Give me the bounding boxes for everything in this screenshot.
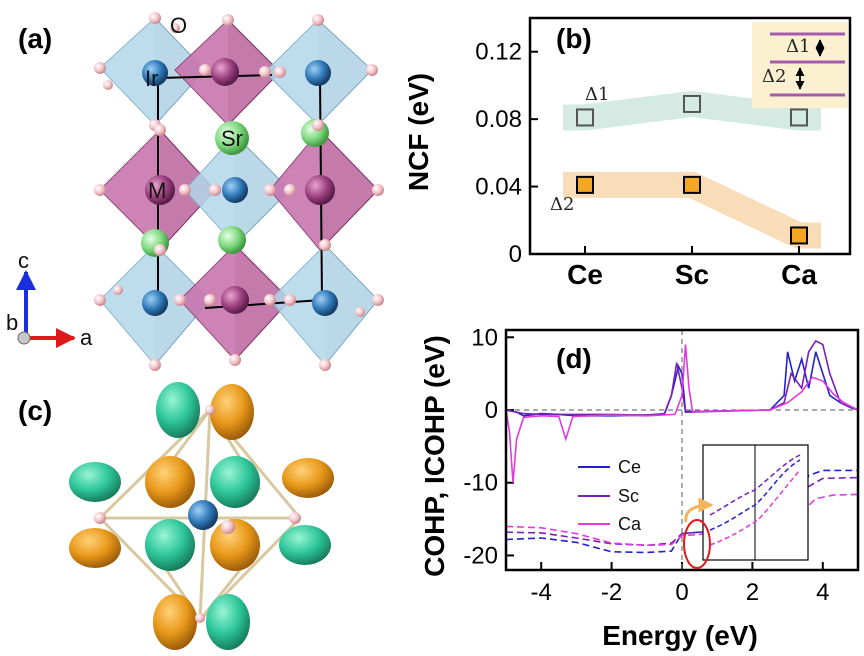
b-ytick-label: 0.04	[475, 174, 522, 201]
energy-level-inset: Δ1 Δ2	[752, 22, 848, 108]
axis-label-c: c	[18, 248, 29, 273]
sr-atom	[215, 121, 249, 155]
ir-atoms	[142, 60, 338, 316]
d-ytick-label: 10	[471, 324, 498, 351]
d-ytick-label: 0	[485, 397, 498, 424]
metal-atoms	[145, 58, 335, 314]
panel-c-label: (c)	[18, 395, 52, 426]
panel-b-label: (b)	[556, 23, 592, 54]
atom-label-m: M	[148, 178, 166, 203]
legend-ce: Ce	[618, 457, 641, 477]
b-ytick-label: 0	[509, 241, 522, 268]
panel-d: COHP, ICOHP (eV) Energy (eV) -4 -2 0 2 4100-…	[419, 324, 860, 651]
ir-atom	[305, 60, 331, 86]
b-ytick-label: 0.12	[475, 39, 522, 66]
m-atom	[221, 286, 249, 314]
d-xtick-label: -4	[531, 579, 552, 606]
b-axis-dot	[17, 331, 31, 345]
legend: Ce Sc Ca	[578, 457, 642, 534]
highlight-ellipse	[683, 519, 711, 569]
cohp-line-ca	[506, 344, 858, 483]
legend-sc: Sc	[618, 486, 639, 506]
axes-triad: c b a	[6, 248, 93, 350]
b-point-d1-sc	[683, 94, 701, 113]
delta1-series-label: Δ1	[585, 84, 609, 105]
panel-b-ylabel: NCF (eV)	[403, 73, 434, 191]
inset-delta2-label: Δ2	[762, 66, 786, 87]
d-ytick-label: -20	[463, 542, 498, 569]
cohp-line-sc	[506, 339, 858, 416]
sr-atoms	[141, 119, 329, 257]
d-ytick-label: -10	[463, 470, 498, 497]
orbital-isosurface	[69, 382, 334, 650]
ir-atom	[312, 290, 338, 316]
d-xtick-label: -2	[601, 579, 622, 606]
panel-d-label: (d)	[556, 343, 592, 374]
d-xtick-label: 4	[816, 579, 829, 606]
delta2-series-label: Δ2	[550, 194, 574, 215]
panel-d-ylabel: COHP, ICOHP (eV)	[419, 335, 450, 577]
b-point-d1-ce	[576, 108, 594, 127]
b-category-label: Sc	[675, 259, 709, 290]
ir-center-atom	[188, 500, 218, 530]
b-point-d2-sc	[683, 175, 701, 194]
atom-label-sr: Sr	[221, 126, 243, 151]
oxygen-atoms	[94, 12, 384, 371]
axis-label-a: a	[80, 325, 93, 350]
panel-b: NCF (eV) 00.040.080.12 Ce Sc Ca (b) Δ1 Δ2 …	[403, 16, 852, 290]
panel-d-xlabel: Energy (eV)	[602, 620, 758, 651]
ir-atom	[142, 60, 168, 86]
crystal-structure: O Ir Sr M	[94, 12, 384, 371]
legend-ca: Ca	[618, 514, 642, 534]
ir-atom	[222, 177, 248, 203]
m-atom	[211, 58, 239, 86]
icohp-line-ca	[506, 493, 858, 547]
zoom-inset	[702, 444, 809, 561]
inset-delta1-label: Δ1	[786, 36, 810, 57]
b-point-d1-ca	[790, 108, 808, 127]
b-point-d2-ce	[576, 175, 594, 194]
atom-label-ir: Ir	[145, 66, 158, 91]
m-atom	[145, 175, 175, 205]
atom-label-o: O	[170, 13, 187, 38]
zoom-arrow	[684, 497, 714, 523]
panel-a-label: (a)	[18, 23, 52, 54]
b-ytick-label: 0.08	[475, 106, 522, 133]
m-atom	[305, 175, 335, 205]
axis-label-b: b	[6, 310, 18, 335]
sr-atom	[218, 226, 246, 254]
ir-atom	[142, 290, 168, 316]
b-point-d2-ca	[790, 226, 808, 245]
panel-a: (a)	[6, 12, 384, 371]
d-xtick-label: 0	[675, 579, 688, 606]
panel-d-frame	[504, 328, 860, 572]
b-category-label: Ce	[567, 259, 603, 290]
panel-c: (c)	[18, 382, 334, 650]
b-category-label: Ca	[781, 259, 817, 290]
d-xtick-label: 2	[746, 579, 759, 606]
